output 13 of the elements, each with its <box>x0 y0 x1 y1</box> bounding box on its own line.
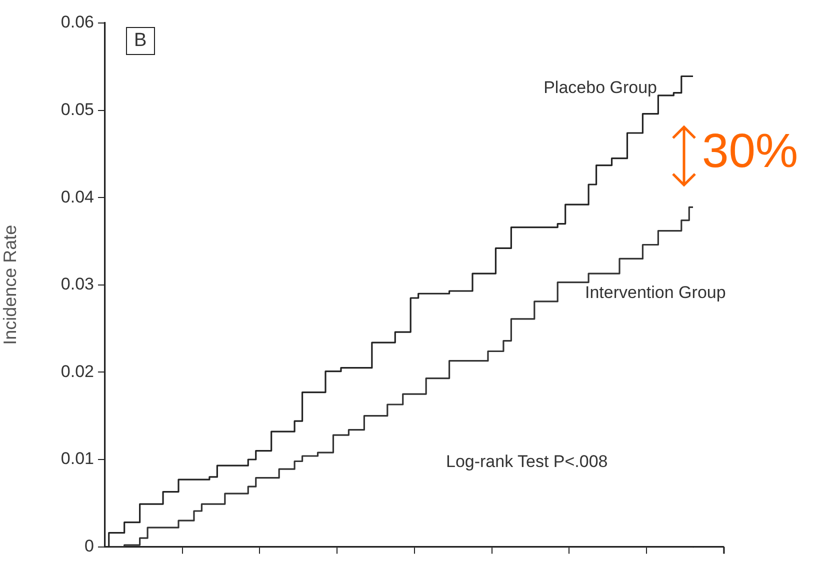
y-tick-label: 0.02 <box>60 362 94 381</box>
y-tick-label: 0.06 <box>60 12 94 32</box>
annotation: Log-rank Test P<.008 <box>446 452 608 472</box>
annotation: B <box>126 27 155 55</box>
series-label: Intervention Group <box>585 282 726 302</box>
y-tick-label: 0 <box>84 536 94 556</box>
text: 30% <box>702 124 798 179</box>
y-tick-label: 0.01 <box>60 449 94 468</box>
y-tick-label: 0.03 <box>60 274 94 294</box>
y-tick-label: 0.04 <box>60 187 94 206</box>
series-label: Placebo Group <box>544 78 657 97</box>
y-axis-title: Incidence Rate <box>0 224 20 345</box>
y-tick-label: 0.05 <box>60 100 94 119</box>
